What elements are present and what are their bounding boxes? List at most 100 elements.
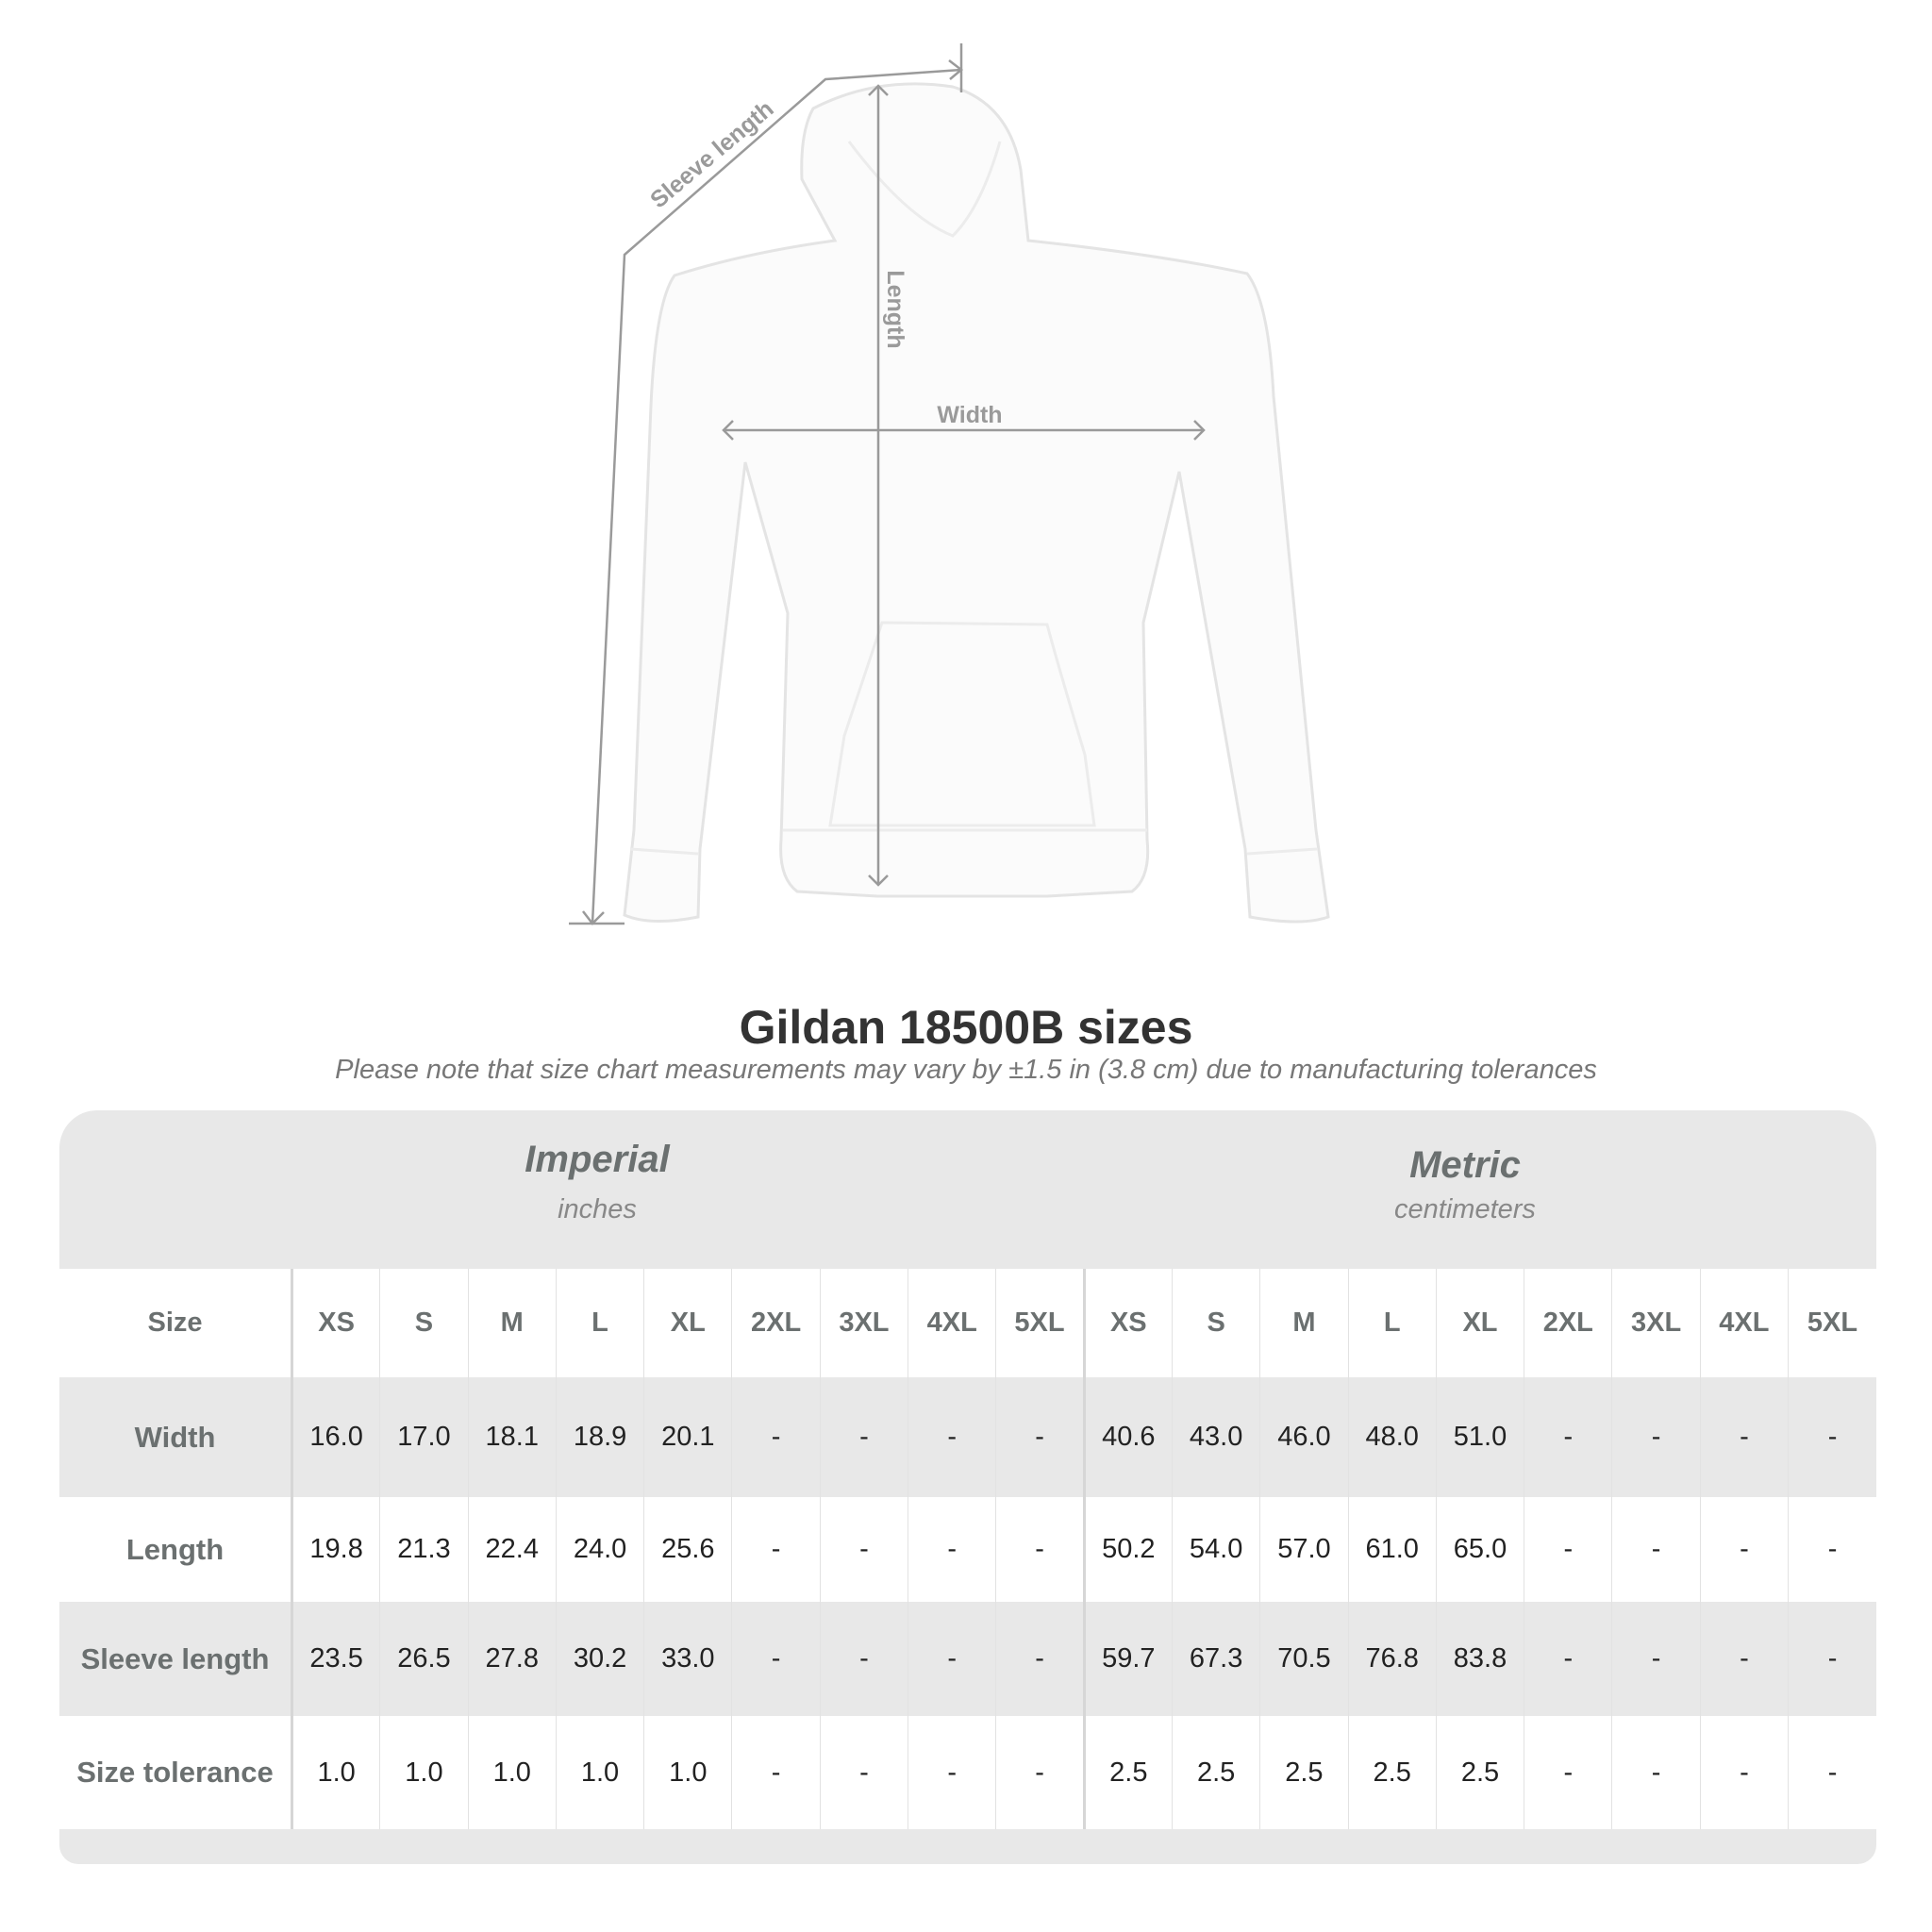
size-table: Size XS S M L XL 2XL 3XL 4XL 5XL XS S M L XL 2XL 3XL 4XL 5…: [59, 1269, 1876, 1829]
width-label: Width: [937, 402, 1002, 428]
row-label: Size tolerance: [59, 1716, 293, 1829]
sleeve-length-line: [591, 68, 962, 924]
metric-value-cell: 2.5: [1259, 1716, 1349, 1829]
metric-value-cell: -: [1611, 1377, 1701, 1497]
metric-value-cell: 2.5: [1435, 1716, 1524, 1829]
metric-value-cell: -: [1699, 1602, 1789, 1716]
metric-group-header: Metric centimeters: [1276, 1144, 1654, 1225]
imperial-value-cell: 27.8: [467, 1602, 557, 1716]
imperial-value-cell: 1.0: [467, 1716, 557, 1829]
metric-value-cell: -: [1788, 1497, 1876, 1602]
metric-size-header-3xl: 3XL: [1611, 1269, 1701, 1377]
imperial-value-cell: 33.0: [643, 1602, 732, 1716]
metric-value-cell: -: [1524, 1716, 1612, 1829]
imperial-value-cell: 21.3: [379, 1497, 469, 1602]
imperial-group-header: Imperial inches: [408, 1139, 786, 1225]
imperial-size-header-2xl: 2XL: [731, 1269, 821, 1377]
metric-value-cell: 67.3: [1171, 1602, 1260, 1716]
imperial-value-cell: -: [908, 1497, 996, 1602]
metric-value-cell: -: [1699, 1716, 1789, 1829]
width-arrowheads: [722, 420, 1206, 441]
imperial-value-cell: 18.9: [555, 1377, 644, 1497]
sleeve-arrowhead-top: [948, 59, 963, 80]
table-row: Size tolerance 1.0 1.0 1.0 1.0 1.0- - - -2.5 2.5 2…: [59, 1716, 1876, 1829]
metric-size-header-xl: XL: [1435, 1269, 1524, 1377]
imperial-value-cell: -: [731, 1716, 821, 1829]
imperial-value-cell: 24.0: [555, 1497, 644, 1602]
imperial-value-cell: -: [819, 1377, 908, 1497]
imperial-value-cell: -: [731, 1497, 821, 1602]
row-label: Sleeve length: [59, 1602, 293, 1716]
metric-value-cell: 54.0: [1171, 1497, 1260, 1602]
imperial-unit: inches: [558, 1194, 637, 1224]
imperial-value-cell: -: [908, 1716, 996, 1829]
metric-value-cell: -: [1524, 1377, 1612, 1497]
metric-size-header-2xl: 2XL: [1524, 1269, 1612, 1377]
measurement-lines: [569, 43, 1206, 925]
metric-size-header-5xl: 5XL: [1788, 1269, 1876, 1377]
length-arrowheads: [868, 84, 889, 887]
metric-value-cell: 83.8: [1435, 1602, 1524, 1716]
metric-value-cell: -: [1788, 1377, 1876, 1497]
hoodie-illustration: [623, 82, 1330, 924]
metric-value-cell: 40.6: [1082, 1377, 1173, 1497]
size-header-row: Size XS S M L XL 2XL 3XL 4XL 5XL XS S M L XL 2XL 3XL 4XL 5…: [59, 1269, 1876, 1377]
imperial-value-cell: -: [995, 1377, 1085, 1497]
imperial-value-cell: -: [908, 1377, 996, 1497]
imperial-value-cell: -: [819, 1497, 908, 1602]
imperial-value-cell: -: [995, 1716, 1085, 1829]
metric-value-cell: 48.0: [1347, 1377, 1437, 1497]
imperial-size-header-l: L: [555, 1269, 644, 1377]
table-row: Sleeve length 23.5 26.5 27.8 30.2 33.0- - - -59.…: [59, 1602, 1876, 1716]
hoodie-measurement-diagram: Sleeve length Length Width: [569, 43, 1330, 925]
metric-value-cell: 50.2: [1082, 1497, 1173, 1602]
metric-value-cell: 70.5: [1259, 1602, 1349, 1716]
metric-value-cell: -: [1699, 1377, 1789, 1497]
imperial-value-cell: -: [731, 1377, 821, 1497]
table-row: Width 16.0 17.0 18.1 18.9 20.1- - - -40.6 43.0 46.…: [59, 1377, 1876, 1497]
imperial-size-header-5xl: 5XL: [995, 1269, 1085, 1377]
imperial-value-cell: 17.0: [379, 1377, 469, 1497]
metric-value-cell: -: [1524, 1602, 1612, 1716]
row-label: Width: [59, 1377, 293, 1497]
imperial-value-cell: -: [731, 1602, 821, 1716]
metric-value-cell: 46.0: [1259, 1377, 1349, 1497]
metric-value-cell: 51.0: [1435, 1377, 1524, 1497]
metric-value-cell: 61.0: [1347, 1497, 1437, 1602]
metric-value-cell: 2.5: [1082, 1716, 1173, 1829]
metric-value-cell: -: [1788, 1716, 1876, 1829]
row-label-size: Size: [59, 1269, 293, 1377]
sleeve-length-label: Sleeve length: [645, 95, 778, 213]
imperial-value-cell: 16.0: [291, 1377, 380, 1497]
metric-value-cell: 65.0: [1435, 1497, 1524, 1602]
imperial-size-header-m: M: [467, 1269, 557, 1377]
imperial-title: Imperial: [525, 1139, 670, 1180]
imperial-value-cell: 1.0: [643, 1716, 732, 1829]
metric-value-cell: 76.8: [1347, 1602, 1437, 1716]
imperial-value-cell: 25.6: [643, 1497, 732, 1602]
metric-value-cell: -: [1788, 1602, 1876, 1716]
metric-unit: centimeters: [1394, 1194, 1536, 1224]
metric-value-cell: 57.0: [1259, 1497, 1349, 1602]
metric-value-cell: 2.5: [1347, 1716, 1437, 1829]
imperial-value-cell: 18.1: [467, 1377, 557, 1497]
size-chart: Imperial inches Metric centimeters Size X…: [59, 1110, 1876, 1864]
row-label: Length: [59, 1497, 293, 1602]
metric-value-cell: -: [1611, 1497, 1701, 1602]
metric-value-cell: -: [1699, 1497, 1789, 1602]
imperial-size-header-s: S: [379, 1269, 469, 1377]
imperial-value-cell: -: [908, 1602, 996, 1716]
imperial-value-cell: -: [819, 1602, 908, 1716]
imperial-size-header-xl: XL: [643, 1269, 732, 1377]
imperial-size-header-3xl: 3XL: [819, 1269, 908, 1377]
metric-value-cell: 43.0: [1171, 1377, 1260, 1497]
metric-value-cell: -: [1611, 1602, 1701, 1716]
metric-size-header-s: S: [1171, 1269, 1260, 1377]
metric-size-header-4xl: 4XL: [1699, 1269, 1789, 1377]
imperial-value-cell: 20.1: [643, 1377, 732, 1497]
metric-value-cell: -: [1524, 1497, 1612, 1602]
imperial-value-cell: -: [995, 1602, 1085, 1716]
metric-size-header-m: M: [1259, 1269, 1349, 1377]
imperial-value-cell: 1.0: [291, 1716, 380, 1829]
imperial-value-cell: 1.0: [555, 1716, 644, 1829]
